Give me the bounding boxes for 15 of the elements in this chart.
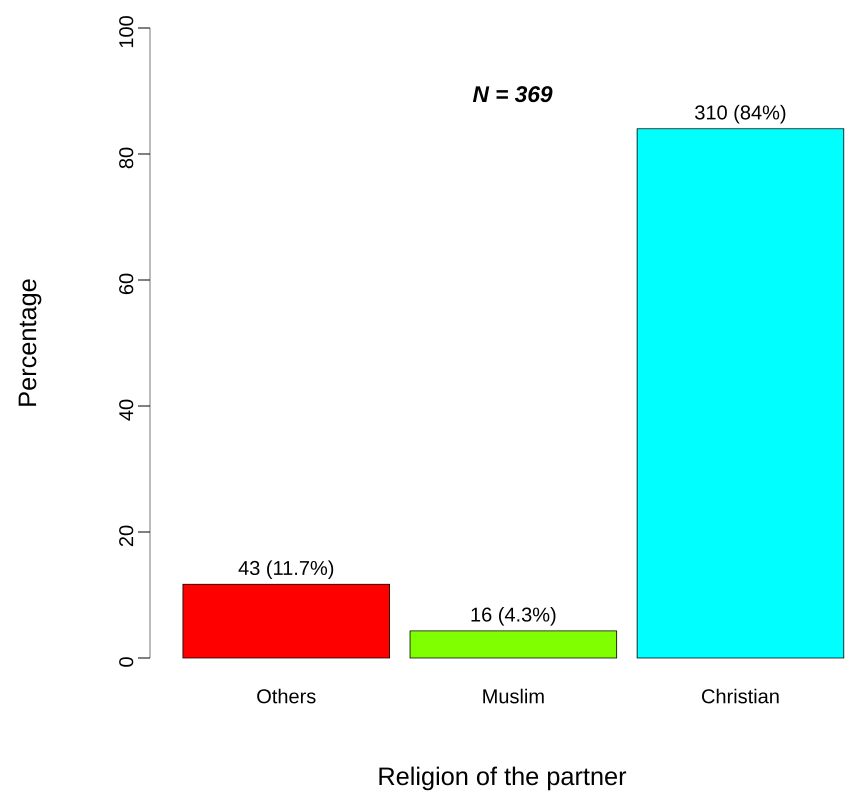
y-tick-label: 80 [119,148,134,168]
y-tick-label: 20 [119,526,134,546]
y-axis-title: Percentage [18,279,42,406]
x-tick-label: Others [257,688,316,704]
y-tick-label: 100 [119,16,134,48]
y-tick-label: 40 [119,400,134,421]
annotation: N = 369 [472,86,552,102]
data-label: 310 (84%) [695,104,786,124]
x-axis-title: Religion of the partner [379,766,626,790]
data-label: 43 (11.7%) [238,560,334,580]
x-tick-label: Muslim [483,688,544,704]
y-tick-label: 0 [119,657,134,667]
data-label: 16 (4.3%) [472,607,556,626]
x-tick-label: Christian [702,688,779,704]
y-tick-label: 60 [119,274,134,294]
